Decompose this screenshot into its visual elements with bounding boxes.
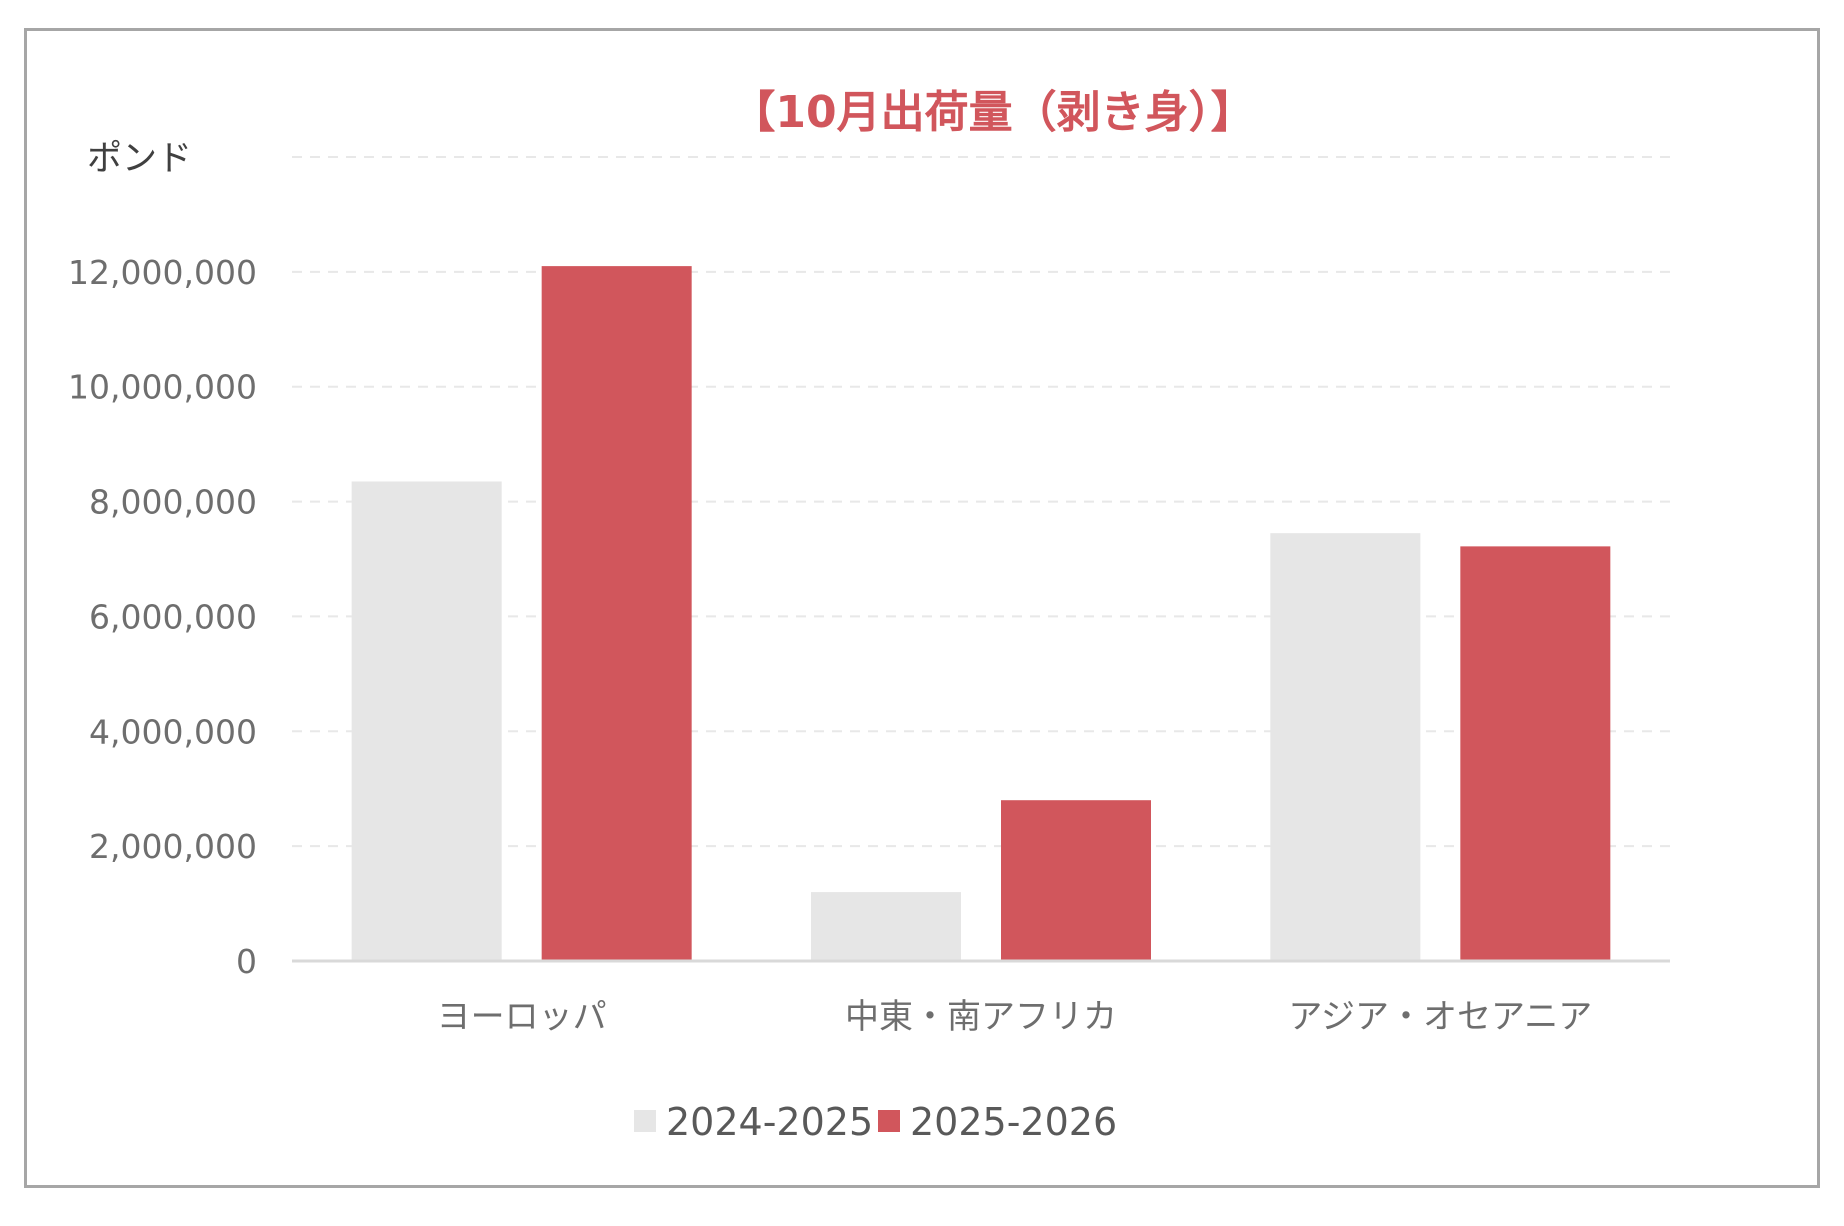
bar [1270,533,1421,961]
y-tick-label: 4,000,000 [89,712,257,751]
bars [351,266,1611,962]
bar [541,266,692,962]
x-tick-label: ヨーロッパ [437,997,607,1037]
y-tick-label: 8,000,000 [89,483,257,522]
x-axis-labels: ヨーロッパ 中東・南アフリカ アジア・オセアニア [437,997,1593,1037]
y-tick-label: 12,000,000 [68,253,257,292]
x-tick-label: アジア・オセアニア [1288,997,1592,1037]
legend: 2024-2025 2025-2026 [634,1100,1117,1144]
legend-swatch [878,1110,900,1132]
chart-title: 【10月出荷量（剥き身）】 [731,87,1254,138]
x-tick-label: 中東・南アフリカ [845,997,1117,1037]
legend-label: 2024-2025 [666,1100,873,1144]
gridlines [292,156,1670,848]
bar [1460,546,1611,961]
y-tick-label: 2,000,000 [89,827,257,866]
y-axis-unit-label: ポンド [87,139,192,179]
y-axis-ticks: 0 2,000,000 4,000,000 6,000,000 8,000,000 10,… [68,253,257,981]
y-tick-label: 10,000,000 [68,368,257,407]
bar [351,481,502,961]
legend-label: 2025-2026 [910,1100,1117,1144]
y-tick-label: 6,000,000 [89,597,257,636]
bar [811,892,961,961]
y-tick-label: 0 [236,942,257,981]
bar [1001,800,1151,961]
legend-swatch [634,1110,656,1132]
